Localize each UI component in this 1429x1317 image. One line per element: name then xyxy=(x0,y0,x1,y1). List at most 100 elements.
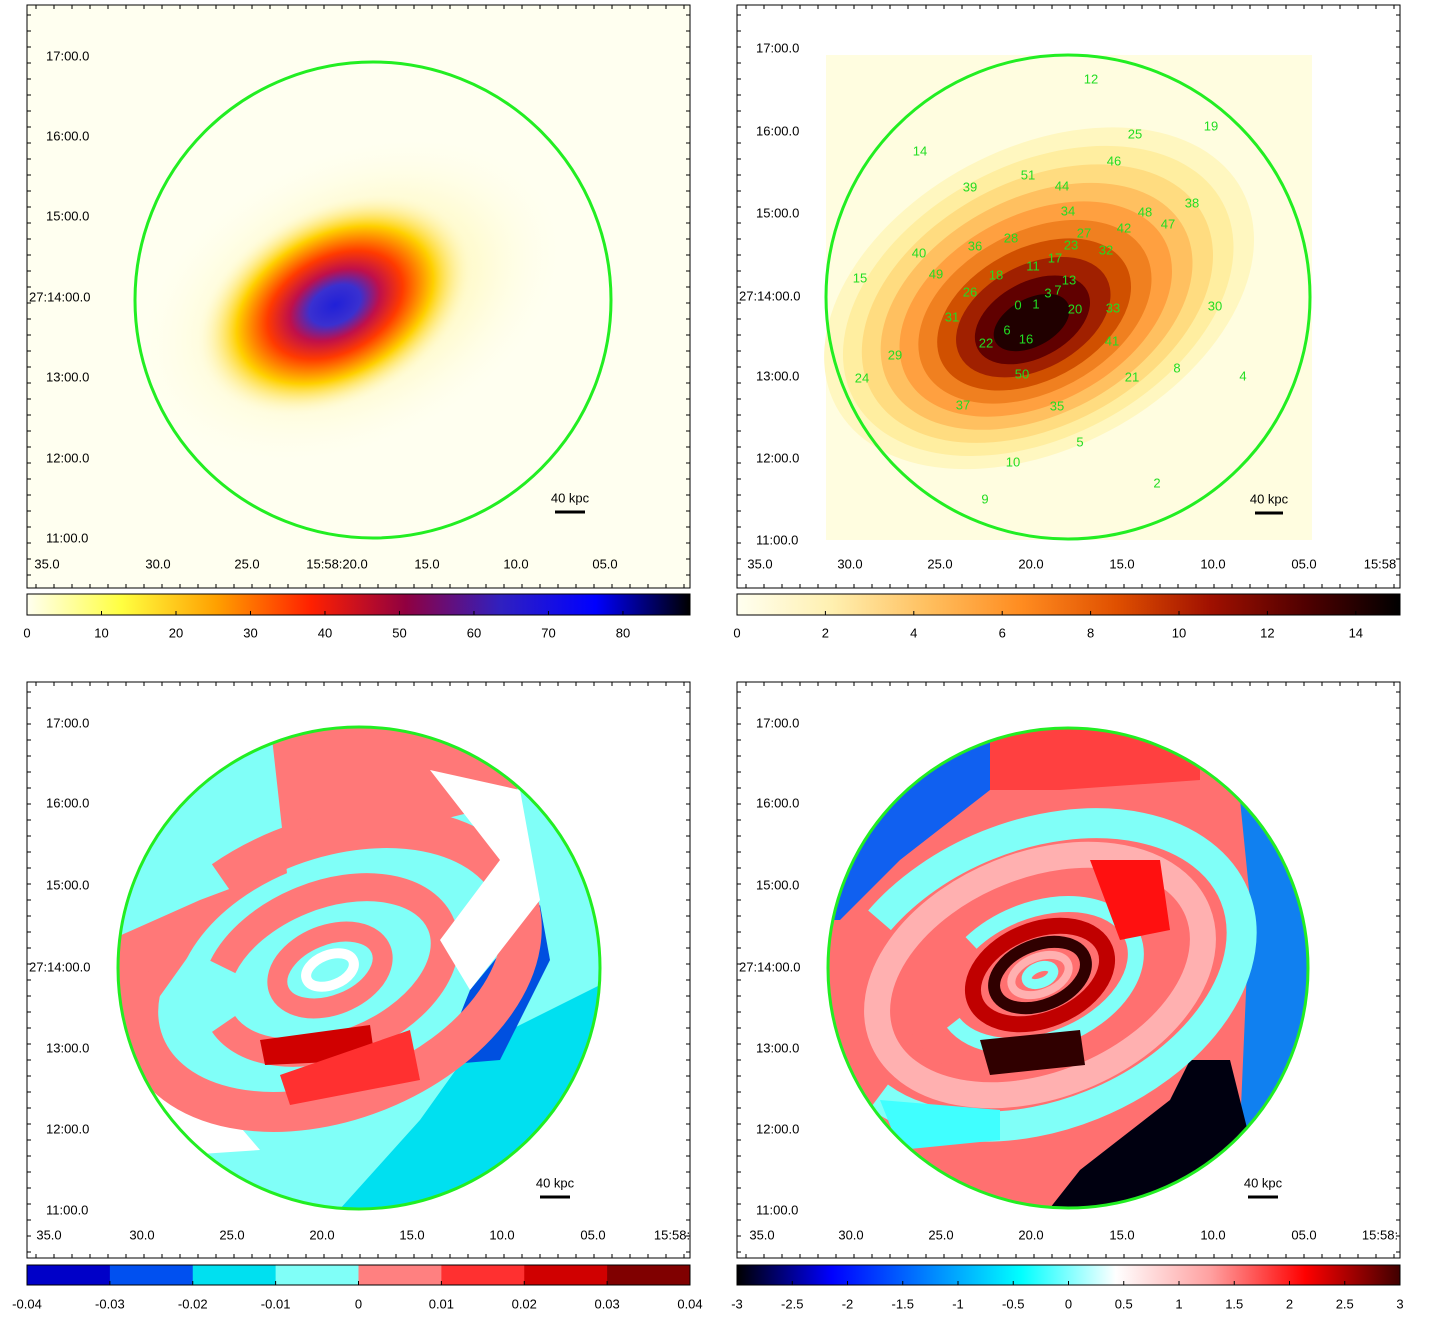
bin-label: 37 xyxy=(956,397,970,412)
ra-tick-label: 35.0 xyxy=(36,1227,61,1242)
colorbar-segment xyxy=(607,1265,691,1285)
bin-label: 8 xyxy=(1173,360,1180,375)
colorbar-tick-label: 0 xyxy=(733,625,740,640)
map-region xyxy=(1090,860,1170,940)
image xyxy=(135,132,568,468)
ra-tick-label: 15.0 xyxy=(399,1227,424,1242)
bin-label: 29 xyxy=(888,347,902,362)
scale-label: 40 kpc xyxy=(1244,1175,1283,1190)
colorbar-tick-label: 70 xyxy=(541,625,555,640)
colorbar-segment xyxy=(275,1265,359,1285)
dec-tick-label: 11:00.0 xyxy=(46,1202,88,1217)
map-region xyxy=(118,727,520,1020)
dec-tick-label: 27:14:00.0 xyxy=(739,288,800,303)
bin-label: 17 xyxy=(1048,250,1062,265)
ra-tick-label: 05.0 xyxy=(592,556,617,571)
colorbar-tick-label: -2.5 xyxy=(781,1296,803,1311)
bin-label: 46 xyxy=(1107,153,1121,168)
bin-label: 9 xyxy=(981,491,988,506)
dec-tick-label: 17:00.0 xyxy=(46,48,89,63)
bin-label: 28 xyxy=(1004,230,1018,245)
colorbar-segment xyxy=(524,1265,608,1285)
ra-tick-label: 10.0 xyxy=(489,1227,514,1242)
bin-label: 33 xyxy=(1106,300,1120,315)
scale-label: 40 kpc xyxy=(551,490,590,505)
dec-tick-label: 13:00.0 xyxy=(756,368,799,383)
bin-label: 38 xyxy=(1185,195,1199,210)
bin-label: 49 xyxy=(929,266,943,281)
dec-tick-label: 27:14:00.0 xyxy=(29,289,90,304)
ra-tick-label: 30.0 xyxy=(145,556,170,571)
dec-tick-label: 17:00.0 xyxy=(46,715,89,730)
dec-tick-label: 17:00.0 xyxy=(756,715,799,730)
frame xyxy=(26,681,691,1259)
bin-label: 27 xyxy=(1077,225,1091,240)
bin-label: 48 xyxy=(1138,204,1152,219)
map-region xyxy=(980,1030,1085,1075)
colorbar-tick-label: 0 xyxy=(1065,1296,1072,1311)
bin-label: 10 xyxy=(1006,454,1020,469)
colorbar xyxy=(737,594,1400,615)
ra-tick-label: 35.0 xyxy=(749,1227,774,1242)
ra-tick-label: 25.0 xyxy=(927,556,952,571)
ra-tick-label: 20.0 xyxy=(1018,556,1043,571)
bin-label: 3 xyxy=(1044,285,1051,300)
panel: 17:00.016:00.015:00.027:14:00.013:00.012… xyxy=(731,681,1404,1311)
bin-label: 32 xyxy=(1099,242,1113,257)
bin-label: 22 xyxy=(979,335,993,350)
dec-tick-label: 15:00.0 xyxy=(756,205,799,220)
scale-label: 40 kpc xyxy=(536,1175,575,1190)
bin-label: 34 xyxy=(1061,203,1075,218)
bin-label: 14 xyxy=(913,143,927,158)
ra-tick-label: 10.0 xyxy=(1200,1227,1225,1242)
panel: 17:00.016:00.015:00.027:14:00.013:00.012… xyxy=(23,4,691,640)
dec-tick-label: 11:00.0 xyxy=(756,532,798,547)
ra-tick-label: 05.0 xyxy=(1291,556,1316,571)
map-region xyxy=(993,293,1070,352)
colorbar-tick-label: 50 xyxy=(392,625,406,640)
dec-tick-label: 27:14:00.0 xyxy=(739,959,800,974)
frame xyxy=(26,4,691,589)
dec-tick-label: 11:00.0 xyxy=(756,1202,798,1217)
colorbar-tick-label: 2.5 xyxy=(1336,1296,1354,1311)
bin-label: 6 xyxy=(1003,322,1010,337)
bin-label: 18 xyxy=(989,267,1003,282)
map-region xyxy=(1007,950,1073,1000)
ra-tick-label: 05.0 xyxy=(1291,1227,1316,1242)
bin-label: 20 xyxy=(1068,301,1082,316)
dec-tick-label: 12:00.0 xyxy=(46,450,89,465)
ra-tick-label: 15:58 xyxy=(1364,556,1397,571)
ra-tick-label: 15:58: xyxy=(654,1227,690,1242)
bin-label: 41 xyxy=(1105,333,1119,348)
map-region xyxy=(1021,960,1059,990)
dec-tick-label: 16:00.0 xyxy=(46,128,89,143)
ra-tick-label: 15.0 xyxy=(1109,1227,1134,1242)
ra-tick-label: 25.0 xyxy=(928,1227,953,1242)
bin-label: 42 xyxy=(1117,220,1131,235)
colorbar-tick-label: 0 xyxy=(355,1296,362,1311)
dec-tick-label: 16:00.0 xyxy=(756,795,799,810)
bin-label: 44 xyxy=(1055,178,1069,193)
colorbar-tick-label: 10 xyxy=(1172,625,1186,640)
dec-tick-label: 16:00.0 xyxy=(756,123,799,138)
bin-label: 19 xyxy=(1204,118,1218,133)
colorbar-tick-label: 0.01 xyxy=(429,1296,454,1311)
bin-label: 16 xyxy=(1019,331,1033,346)
ra-tick-label: 25.0 xyxy=(234,556,259,571)
colorbar-tick-label: 14 xyxy=(1349,625,1363,640)
colorbar-tick-label: 40 xyxy=(318,625,332,640)
ra-tick-label: 10.0 xyxy=(1200,556,1225,571)
ra-tick-label: 15.0 xyxy=(414,556,439,571)
bin-label: 50 xyxy=(1015,366,1029,381)
colorbar-segment xyxy=(109,1265,194,1285)
map-region xyxy=(301,948,359,992)
ra-tick-label: 10.0 xyxy=(503,556,528,571)
frame xyxy=(736,4,1401,589)
ra-tick-label: 35.0 xyxy=(747,556,772,571)
map-region xyxy=(430,770,540,990)
ra-tick-label: 30.0 xyxy=(837,556,862,571)
emission xyxy=(194,192,476,418)
bin-label: 51 xyxy=(1021,167,1035,182)
bin-label: 2 xyxy=(1153,475,1160,490)
ra-tick-label: 05.0 xyxy=(580,1227,605,1242)
